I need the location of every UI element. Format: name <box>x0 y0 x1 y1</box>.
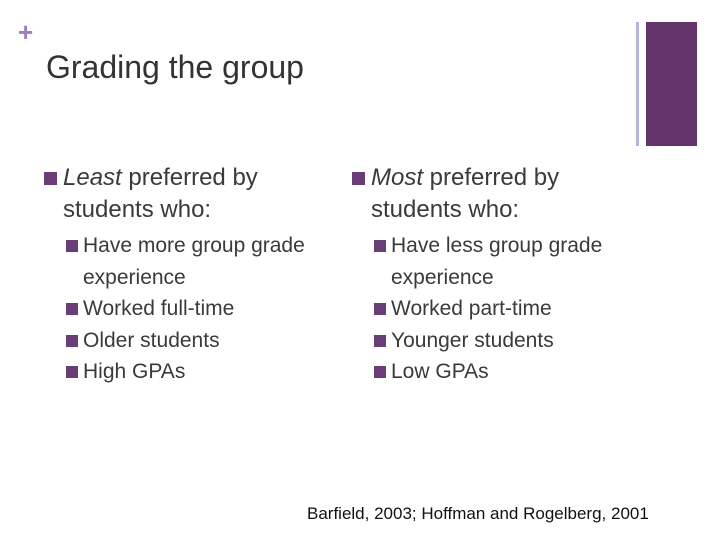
decorative-thin-bar <box>636 22 639 146</box>
list-item-label: Younger students <box>391 328 554 352</box>
list-item: High GPAs <box>44 356 334 388</box>
square-bullet-icon <box>66 366 78 378</box>
slide-title: Grading the group <box>46 49 304 85</box>
heading-text: preferred by students who: <box>371 164 560 223</box>
square-bullet-icon <box>66 240 78 252</box>
list-item: Have less group grade experience <box>352 230 642 293</box>
square-bullet-icon <box>352 172 365 185</box>
list-item-label: Worked part-time <box>391 297 552 320</box>
square-bullet-icon <box>374 366 386 378</box>
list-item: Low GPAs <box>352 356 642 388</box>
left-column-heading: Least preferred by students who: <box>44 162 334 226</box>
citation: Barfield, 2003; Hoffman and Rogelberg, 2… <box>307 504 649 523</box>
list-item: Worked part-time <box>352 293 642 325</box>
list-item: Older students <box>44 325 334 357</box>
square-bullet-icon <box>66 303 78 315</box>
square-bullet-icon <box>374 303 386 315</box>
plus-icon: + <box>18 17 34 47</box>
left-column: Least preferred by students who: Have mo… <box>44 162 334 388</box>
heading-emphasis: Least <box>63 164 122 191</box>
square-bullet-icon <box>66 334 78 347</box>
square-bullet-icon <box>374 240 386 252</box>
list-item-label: Older students <box>83 328 220 352</box>
list-item-label: Have less group grade experience <box>391 234 603 289</box>
list-item-label: Low GPAs <box>391 360 489 383</box>
square-bullet-icon <box>44 172 57 185</box>
right-column-heading: Most preferred by students who: <box>352 162 642 226</box>
list-item-label: Worked full-time <box>83 297 235 320</box>
decorative-accent-bar <box>646 22 697 146</box>
list-item: Younger students <box>352 325 642 357</box>
heading-emphasis: Most <box>371 164 424 191</box>
list-item-label: High GPAs <box>83 360 186 383</box>
list-item: Have more group grade experience <box>44 230 334 293</box>
heading-text: preferred by students who: <box>63 164 258 223</box>
square-bullet-icon <box>374 334 386 347</box>
list-item-label: Have more group grade experience <box>83 234 305 289</box>
list-item: Worked full-time <box>44 293 334 325</box>
right-column: Most preferred by students who: Have les… <box>352 162 642 388</box>
